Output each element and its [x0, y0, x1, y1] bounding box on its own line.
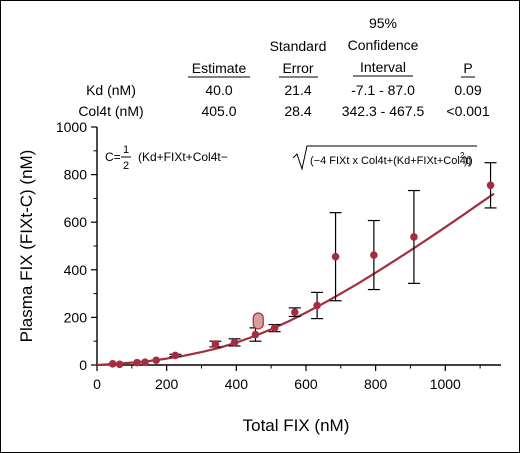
y-tick-label: 400: [64, 262, 88, 278]
equation-sqrt-sign: [292, 145, 477, 171]
header-ci-line2: Confidence: [348, 37, 419, 53]
header-ci-line1: 95%: [369, 15, 397, 31]
data-point: [115, 360, 124, 369]
x-tick-label: 400: [225, 376, 249, 392]
row-kd-std-error: 21.4: [284, 82, 311, 98]
row-col4t-ci: 342.3 - 467.5: [342, 103, 425, 119]
y-axis-ticks: 0 200 400 600 800 1000: [56, 119, 97, 373]
y-tick-label: 0: [79, 357, 87, 373]
data-points-layer: [108, 181, 495, 369]
equation-lhs: C=: [105, 150, 121, 164]
equation-fraction-denominator: 2: [123, 160, 129, 172]
data-point: [141, 358, 149, 366]
y-tick-label: 600: [64, 214, 88, 230]
row-col4t-name: Col4t (nM): [78, 103, 143, 119]
equation-sqrt-argument: (−4 FIXt x Col4t+(Kd+FIXt+Col4t): [310, 155, 473, 167]
x-tick-label: 800: [364, 376, 388, 392]
error-bars-layer: [169, 162, 497, 358]
y-tick-label: 800: [64, 167, 88, 183]
stats-table: Estimate Standard Error 95% Confidence I…: [78, 15, 489, 119]
header-estimate: Estimate: [192, 60, 247, 76]
header-std-error-line2: Error: [282, 60, 313, 76]
row-col4t-estimate: 405.0: [201, 103, 236, 119]
equation-exponent: 2: [460, 151, 465, 160]
x-tick-label: 1000: [430, 376, 461, 392]
data-point: [108, 360, 117, 368]
y-axis-title: Plasma FIX (FIXt-C) (nM): [17, 150, 36, 343]
row-kd-ci: -7.1 - 87.0: [351, 82, 415, 98]
data-point: [251, 330, 260, 339]
y-tick-label: 1000: [56, 119, 87, 135]
fit-curve-line: [96, 192, 495, 367]
data-point: [270, 324, 279, 332]
data-point: [486, 181, 495, 190]
fit-equation: C= 1 2 (Kd+FIXt+Col4t− (−4 FIXt x Col4t+…: [105, 144, 477, 172]
data-point: [171, 351, 180, 360]
data-point: [331, 252, 340, 261]
y-tick-label: 200: [64, 309, 88, 325]
data-point: [230, 338, 239, 347]
row-kd-name: Kd (nM): [86, 82, 136, 98]
header-p: P: [463, 60, 472, 76]
header-std-error-line1: Standard: [270, 38, 327, 54]
x-tick-label: 0: [93, 376, 101, 392]
x-axis-ticks: 0 200 400 600 800 1000: [93, 365, 481, 392]
data-point: [152, 356, 161, 365]
equation-close: )): [464, 155, 471, 167]
data-point: [211, 340, 220, 348]
data-point: [370, 251, 378, 259]
highlighted-data-point: [252, 312, 264, 330]
data-point: [133, 358, 141, 367]
equation-body: (Kd+FIXt+Col4t−: [138, 150, 228, 164]
x-tick-label: 600: [294, 376, 318, 392]
header-ci-line3: Interval: [360, 59, 406, 75]
data-point: [291, 308, 299, 316]
row-kd-p: 0.09: [454, 82, 481, 98]
row-col4t-p: <0.001: [446, 103, 489, 119]
equation-fraction-numerator: 1: [123, 144, 129, 156]
data-point: [313, 301, 321, 310]
x-tick-label: 200: [155, 376, 179, 392]
x-axis-title: Total FIX (nM): [243, 416, 350, 435]
data-point: [410, 233, 418, 241]
row-col4t-std-error: 28.4: [284, 103, 311, 119]
row-kd-estimate: 40.0: [205, 82, 232, 98]
fit-curve-layer: [96, 192, 495, 367]
